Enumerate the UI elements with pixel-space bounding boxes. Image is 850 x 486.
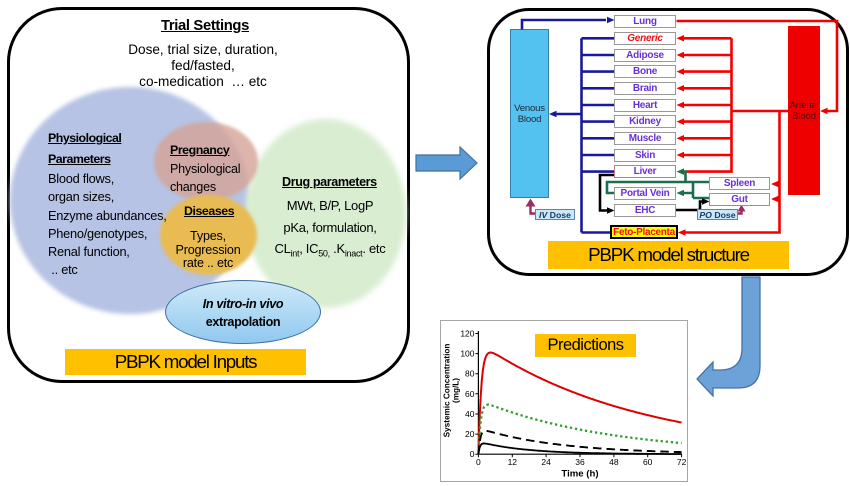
svg-text:(mg/L): (mg/L) [452,378,461,403]
svg-text:24: 24 [541,457,551,467]
svg-text:120: 120 [460,329,474,339]
svg-text:0: 0 [476,457,481,467]
svg-text:100: 100 [460,349,474,359]
svg-text:12: 12 [508,457,518,467]
svg-text:48: 48 [609,457,619,467]
svg-text:60: 60 [643,457,653,467]
svg-text:Time (h): Time (h) [561,469,598,480]
svg-text:72: 72 [677,457,687,467]
svg-text:36: 36 [575,457,585,467]
svg-text:0: 0 [470,449,475,459]
svg-text:60: 60 [465,389,475,399]
svg-text:Systemic Concentration: Systemic Concentration [443,344,452,438]
svg-text:40: 40 [465,409,475,419]
svg-text:20: 20 [465,429,475,439]
svg-text:80: 80 [465,369,475,379]
